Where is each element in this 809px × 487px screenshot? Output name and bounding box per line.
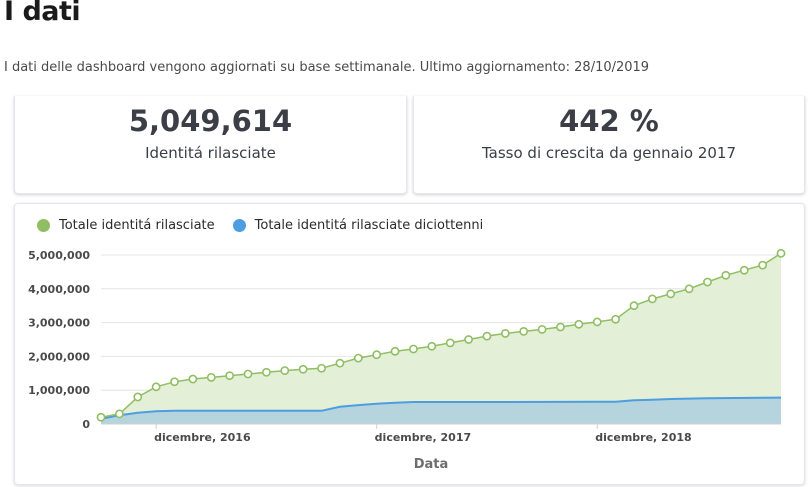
data-point-total[interactable] (298, 364, 308, 374)
data-point-total[interactable] (592, 317, 602, 327)
y-tick-label: 1,000,000 (28, 384, 90, 397)
series-line-eighteen (100, 396, 782, 420)
data-point-total[interactable] (170, 377, 179, 387)
page-title: I dati (4, 0, 81, 27)
data-point-total[interactable] (225, 371, 235, 381)
data-point-total[interactable] (519, 326, 529, 336)
data-point-total[interactable] (464, 335, 473, 344)
page-subtitle: I dati delle dashboard vengono aggiornat… (4, 60, 650, 75)
legend-item-eighteen[interactable]: Totale identitá rilasciate diciottenni (232, 218, 484, 233)
data-point-total[interactable] (445, 338, 455, 348)
x-tick-label: dicembre, 2017 (375, 431, 471, 444)
data-point-total[interactable] (611, 314, 620, 324)
data-point-total[interactable] (188, 374, 198, 384)
area-chart[interactable]: 0 1,000,000 2,000,000 3,000,000 4,000,000 5,0… (15, 204, 804, 484)
series-area-eighteen (101, 397, 781, 424)
data-point-total[interactable] (647, 294, 657, 304)
data-point-total[interactable] (666, 289, 676, 299)
data-point-total[interactable] (243, 369, 253, 379)
data-point-total[interactable] (739, 265, 749, 275)
kpi-label-identities: Identitá rilasciate (145, 144, 276, 162)
data-point-total[interactable] (500, 329, 510, 338)
x-axis-label: Data (414, 457, 449, 472)
legend-dot-total (37, 219, 50, 232)
data-point-total[interactable] (482, 331, 492, 341)
data-point-total[interactable] (574, 319, 584, 329)
legend-dot-eighteen (232, 219, 246, 232)
kpi-value-identities: 5,049,614 (128, 104, 293, 138)
data-point-total[interactable] (758, 260, 768, 270)
data-point-total[interactable] (280, 366, 290, 375)
data-point-total[interactable] (96, 412, 106, 422)
y-tick-label: 3,000,000 (28, 317, 90, 330)
data-point-total[interactable] (427, 341, 437, 351)
legend-label-eighteen: Totale identitá rilasciate diciottenni (254, 218, 484, 233)
data-point-total[interactable] (721, 270, 731, 280)
kpi-card-identities: 5,049,614 Identitá rilasciate (14, 96, 407, 194)
data-point-total[interactable] (206, 372, 216, 382)
kpi-value-growth-rate: 442 % (559, 104, 659, 138)
data-point-total[interactable] (353, 353, 363, 363)
data-point-total[interactable] (776, 248, 786, 258)
data-point-total[interactable] (409, 344, 418, 354)
data-point-total[interactable] (684, 284, 694, 294)
legend-label-total: Totale identitá rilasciate (59, 218, 215, 233)
y-tick-label: 2,000,000 (28, 350, 90, 363)
data-point-total[interactable] (372, 350, 382, 360)
data-point-total[interactable] (335, 358, 345, 368)
y-tick-label: 0 (82, 418, 90, 431)
data-point-total[interactable] (629, 301, 639, 311)
x-tick-label: dicembre, 2016 (154, 431, 251, 444)
kpi-card-growth-rate: 442 % Tasso di crescita da gennaio 2017 (413, 96, 805, 194)
x-tick-label: dicembre, 2018 (595, 431, 691, 444)
series-area-total (101, 253, 781, 424)
legend-item-total[interactable]: Totale identitá rilasciate (37, 218, 215, 233)
data-point-total[interactable] (537, 324, 547, 334)
data-point-total[interactable] (390, 346, 400, 356)
chart-legend: Totale identitá rilasciate Totale identi… (37, 218, 483, 233)
data-point-total[interactable] (133, 392, 143, 402)
data-point-total[interactable] (703, 277, 712, 287)
chart-card: Totale identitá rilasciate Totale identi… (14, 203, 805, 485)
data-point-total[interactable] (556, 322, 565, 332)
y-tick-label: 4,000,000 (28, 283, 90, 296)
y-tick-label: 5,000,000 (28, 249, 90, 262)
data-point-total[interactable] (317, 363, 326, 373)
data-point-total[interactable] (151, 382, 161, 392)
data-point-total[interactable] (262, 367, 271, 377)
kpi-label-growth-rate: Tasso di crescita da gennaio 2017 (481, 144, 736, 162)
data-point-total[interactable] (114, 409, 124, 419)
